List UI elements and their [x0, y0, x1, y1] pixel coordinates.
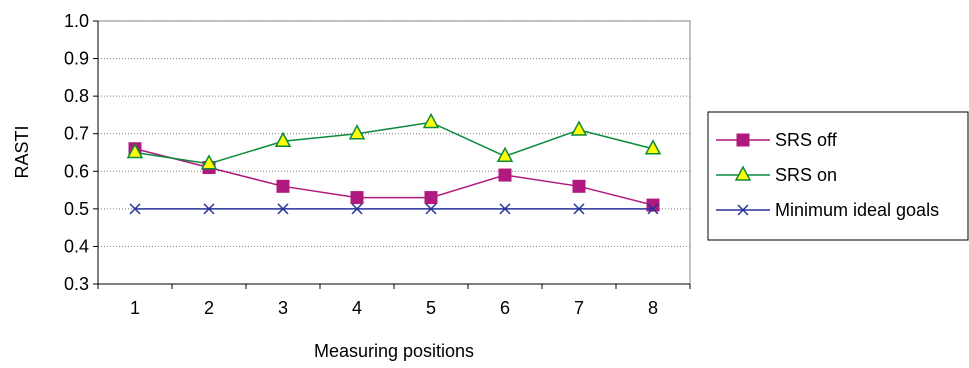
x-tick-label: 4	[352, 298, 362, 318]
legend-item: Minimum ideal goals	[716, 200, 939, 220]
x-tick-label: 1	[130, 298, 140, 318]
y-tick-label: 0.9	[64, 49, 89, 69]
x-tick-label: 7	[574, 298, 584, 318]
legend-item: SRS on	[716, 165, 837, 185]
data-point	[644, 139, 662, 155]
x-tick-label: 6	[500, 298, 510, 318]
marker-stroke	[203, 203, 215, 215]
data-point	[350, 191, 364, 205]
x-axis-title: Measuring positions	[314, 341, 474, 361]
data-point	[499, 203, 511, 215]
data-point	[646, 198, 660, 212]
data-point	[573, 203, 585, 215]
legend-item: SRS off	[716, 130, 838, 150]
marker-stroke	[129, 203, 141, 215]
data-point	[129, 203, 141, 215]
data-point	[203, 203, 215, 215]
legend-marker	[736, 133, 750, 147]
marker-stroke	[277, 203, 289, 215]
y-tick-label: 0.8	[64, 86, 89, 106]
series-srs-on	[126, 112, 662, 170]
y-axis-title: RASTI	[12, 125, 32, 178]
y-tick-label: 0.3	[64, 274, 89, 294]
series-line	[134, 148, 654, 206]
y-tick-label: 0.5	[64, 199, 89, 219]
marker-stroke	[647, 203, 659, 215]
data-point	[351, 203, 363, 215]
data-point	[348, 124, 366, 140]
data-point	[277, 203, 289, 215]
legend-label: SRS on	[775, 165, 837, 185]
legend-label: Minimum ideal goals	[775, 200, 939, 220]
series-minimum-ideal-goals	[129, 203, 659, 215]
y-tick-label: 0.6	[64, 161, 89, 181]
legend-box	[707, 111, 969, 241]
marker-stroke	[425, 203, 437, 215]
data-point	[496, 146, 514, 163]
marker-stroke	[573, 203, 585, 215]
legend-label: SRS off	[775, 130, 838, 150]
data-point	[570, 120, 588, 136]
marker-stroke	[737, 204, 749, 216]
x-tick-label: 2	[204, 298, 214, 318]
data-point	[422, 112, 440, 129]
y-tick-label: 0.4	[64, 236, 89, 256]
x-tick-label: 5	[426, 298, 436, 318]
data-point	[425, 203, 437, 215]
legend-marker	[734, 165, 752, 181]
data-point	[274, 131, 292, 147]
data-point	[498, 168, 512, 182]
series-line	[134, 121, 654, 165]
y-tick-label: 1.0	[64, 11, 89, 31]
marker-stroke	[351, 203, 363, 215]
data-point	[126, 142, 144, 159]
data-point	[276, 179, 290, 193]
legend-marker	[737, 204, 749, 216]
data-point	[647, 203, 659, 215]
plot-area-frame	[97, 20, 691, 285]
legend: SRS off SRS on Minimum ideal goals	[707, 111, 969, 241]
data-point	[424, 191, 438, 205]
data-point	[572, 179, 586, 193]
y-tick-label: 0.7	[64, 124, 89, 144]
data-point	[200, 154, 218, 170]
axes: 0.3 0.4 0.5 0.6 0.7 0.8 0.9 1.0 1 2 3 4 5 6 7 8	[64, 11, 691, 318]
x-tick-label: 3	[278, 298, 288, 318]
x-tick-label: 8	[648, 298, 658, 318]
series-group	[126, 112, 662, 215]
marker-stroke	[499, 203, 511, 215]
